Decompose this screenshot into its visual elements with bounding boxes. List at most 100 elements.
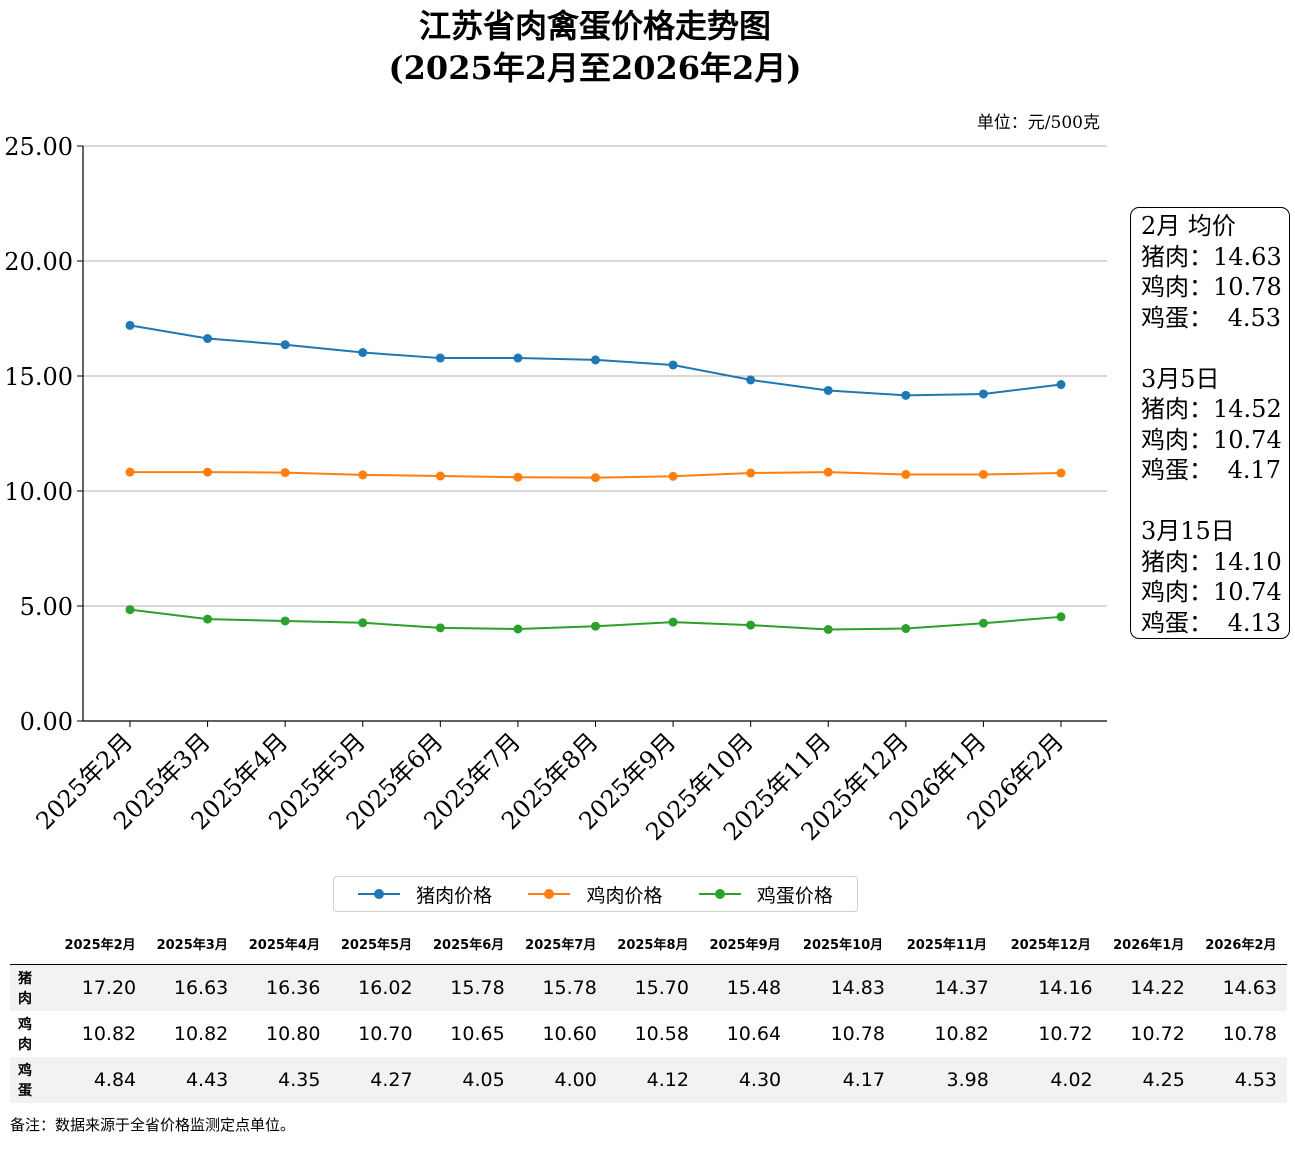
- table-cell: 10.78: [830, 1023, 885, 1045]
- summary-heading: 2月 均价: [1141, 212, 1236, 240]
- summary-heading: 3月15日: [1141, 517, 1235, 545]
- table-column-header: 2025年8月: [606, 922, 699, 965]
- table-cell: 4.27: [330, 1057, 423, 1103]
- table-column-header: 2026年2月: [1194, 922, 1287, 965]
- table-cell: 10.82: [81, 1023, 137, 1045]
- table-cell: 4.35: [238, 1057, 331, 1103]
- table-cell: 4.05: [422, 1057, 515, 1103]
- data-point: [591, 621, 600, 631]
- data-point: [901, 624, 911, 634]
- table-cell: 14.16: [998, 964, 1103, 1011]
- table-cell: 4.17: [791, 1057, 895, 1103]
- unit-label: 单位：元/500克: [976, 113, 1100, 133]
- summary-value: 14.52: [1213, 395, 1282, 423]
- table-column-header: 2025年11月: [894, 922, 999, 965]
- table-corner-cell: [10, 922, 54, 965]
- data-point: [435, 471, 445, 481]
- table-cell: 14.83: [791, 964, 895, 1011]
- y-tick-label: 15.00: [4, 363, 73, 391]
- data-point: [668, 360, 678, 370]
- data-point: [668, 617, 678, 627]
- table-column-header: 2025年2月: [54, 922, 147, 965]
- table-row-header: 鸡肉: [18, 1017, 32, 1053]
- data-point: [513, 472, 523, 482]
- table-cell: 10.72: [1038, 1023, 1093, 1045]
- table-row: 鸡肉 10.82 10.82 10.80 10.70 10.65 10.60 10.58 10.…: [10, 1011, 1287, 1057]
- summary-label: 猪肉：: [1141, 242, 1213, 271]
- summary-row: 鸡蛋： 4.13: [1141, 608, 1281, 639]
- table-cell: 10.64: [726, 1023, 782, 1045]
- table-cell: 15.78: [422, 964, 515, 1011]
- legend-item: 猪肉价格: [358, 881, 492, 908]
- table-cell: 14.37: [894, 964, 999, 1011]
- data-point: [203, 614, 213, 624]
- summary-label: 猪肉：: [1141, 547, 1213, 576]
- data-point: [1056, 612, 1066, 622]
- summary-value: 10.78: [1213, 273, 1282, 301]
- data-point: [901, 390, 911, 400]
- legend-marker: [528, 888, 571, 900]
- table-cell: 10.65: [450, 1023, 505, 1045]
- summary-label: 鸡蛋：: [1141, 608, 1213, 637]
- table-cell: 17.20: [54, 964, 147, 1011]
- table-cell: 3.98: [894, 1057, 999, 1103]
- table-column-header: 2025年4月: [238, 922, 331, 965]
- table-cell: 16.63: [146, 964, 239, 1011]
- data-point: [280, 468, 290, 478]
- price-summary-box: 2月 均价 猪肉： 14.63 鸡肉： 10.78 鸡蛋： 4.53 3月5日 猪肉： 14.52…: [1130, 207, 1290, 639]
- table-cell: 4.43: [146, 1057, 239, 1103]
- data-point: [358, 618, 368, 628]
- table-cell: 10.82: [934, 1023, 989, 1045]
- y-tick-label: 25.00: [4, 133, 73, 161]
- data-point: [746, 375, 756, 385]
- line-chart: 0.005.0010.0015.0020.0025.002025年2月2025年…: [4, 133, 1107, 846]
- summary-value: 14.63: [1213, 242, 1282, 271]
- data-point: [203, 467, 213, 477]
- chart-legend: 猪肉价格 鸡肉价格 鸡蛋价格: [333, 876, 858, 912]
- data-point: [901, 469, 911, 479]
- data-point: [1056, 468, 1066, 478]
- data-point: [823, 624, 833, 634]
- table-row: 鸡蛋 4.84 4.43 4.35 4.27 4.05 4.00 4.12 4.30 4.17 3.…: [10, 1057, 1287, 1103]
- legend-marker: [358, 888, 401, 900]
- table-cell: 4.25: [1102, 1057, 1195, 1103]
- table-row-header: 猪肉: [10, 964, 54, 1011]
- table-cell: 16.36: [238, 964, 331, 1011]
- summary-label: 鸡肉：: [1141, 425, 1213, 454]
- data-point: [125, 605, 135, 615]
- data-point: [125, 467, 135, 477]
- legend-item: 鸡蛋价格: [698, 881, 833, 908]
- y-tick-label: 5.00: [20, 593, 73, 621]
- table-column-header: 2025年5月: [330, 922, 423, 965]
- table-cell: 10.78: [1222, 1023, 1277, 1045]
- data-point: [978, 469, 988, 479]
- data-point: [203, 334, 213, 344]
- summary-value: 14.10: [1213, 547, 1282, 576]
- group-spacer: [1141, 333, 1281, 364]
- price-data-table: 2025年2月 2025年3月 2025年4月 2025年5月 2025年6月 2025年…: [10, 922, 1287, 1103]
- data-point: [280, 340, 290, 350]
- summary-row: 猪肉： 14.10: [1141, 547, 1282, 578]
- legend-label: 猪肉价格: [416, 884, 493, 907]
- summary-label: 鸡蛋：: [1141, 303, 1213, 332]
- data-point: [746, 468, 756, 478]
- group-spacer: [1141, 486, 1281, 517]
- summary-row: 鸡肉： 10.74: [1141, 425, 1282, 456]
- data-point: [513, 624, 523, 634]
- table-cell: 4.30: [698, 1057, 792, 1103]
- y-tick-label: 10.00: [4, 478, 73, 506]
- summary-value: 4.17: [1227, 456, 1281, 484]
- summary-row: 猪肉： 14.52: [1141, 394, 1282, 425]
- data-point: [125, 320, 135, 330]
- table-cell: 10.60: [542, 1023, 597, 1045]
- summary-label: 猪肉：: [1141, 395, 1213, 423]
- summary-row: 猪肉： 14.63: [1141, 242, 1282, 273]
- summary-label: 鸡肉：: [1141, 273, 1213, 301]
- table-column-header: 2026年1月: [1102, 922, 1195, 965]
- chart-title: 江苏省肉禽蛋价格走势图: [418, 7, 771, 45]
- table-cell: 14.63: [1194, 964, 1287, 1011]
- y-tick-label: 0.00: [20, 708, 73, 736]
- table-cell: 10.82: [173, 1023, 229, 1045]
- data-point: [435, 353, 445, 363]
- table-cell: 4.84: [54, 1057, 147, 1103]
